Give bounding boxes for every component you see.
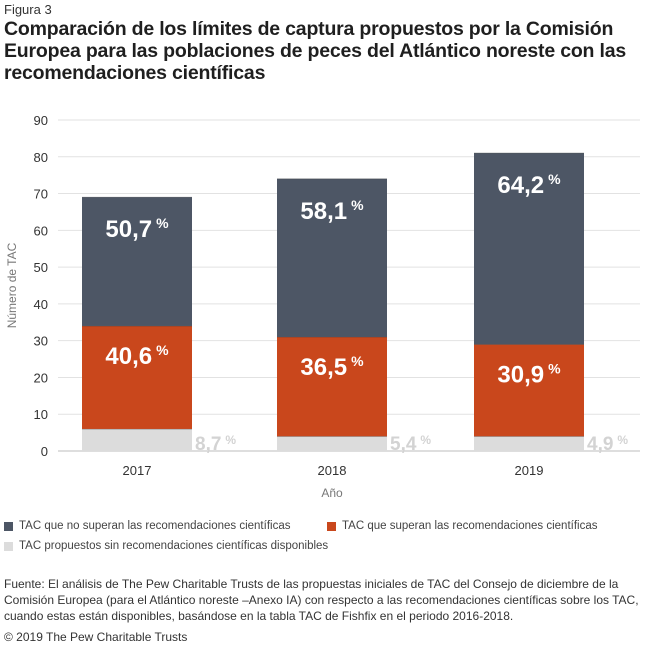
x-axis-label: Año xyxy=(321,486,343,500)
x-tick-label-2018: 2018 xyxy=(318,463,347,478)
stacked-bar-chart: 0 10 20 30 40 50 60 70 80 90 Número de TAC 8,7 % 40,6… xyxy=(5,113,640,500)
legend-label-not-exceed: TAC que no superan las recomendaciones c… xyxy=(19,520,291,532)
data-label-no_advice-2018: 5,4% xyxy=(390,433,431,455)
legend-item-not-exceed: TAC que no superan las recomendaciones c… xyxy=(4,520,290,532)
y-tick-label: 0 xyxy=(41,444,48,459)
data-label-exceed-2019: 30,9% xyxy=(497,360,561,388)
legend-label-exceed: TAC que superan las recomendaciones cien… xyxy=(342,520,598,532)
copyright: © 2019 The Pew Charitable Trusts xyxy=(4,630,188,644)
legend-swatch-exceed xyxy=(327,521,336,531)
bar-no_advice-2019 xyxy=(474,436,584,451)
data-label-exceed-2018: 36,5% xyxy=(300,353,364,381)
y-axis-label: Número de TAC xyxy=(5,242,19,328)
figure-label: Figura 3 xyxy=(4,2,52,17)
data-label-exceed-2017: 40,6% xyxy=(105,342,169,370)
legend-item-no-advice: TAC propuestos sin recomendaciones cient… xyxy=(4,540,328,552)
y-tick-label: 50 xyxy=(34,260,48,275)
data-label-no_advice-2019: 4,9% xyxy=(587,433,628,455)
bar-exceed_not-2018 xyxy=(277,178,387,337)
bar-no_advice-2017 xyxy=(82,428,192,451)
y-tick-label: 70 xyxy=(34,187,48,202)
legend-swatch-no-advice xyxy=(4,541,13,551)
bar-no_advice-2018 xyxy=(277,436,387,451)
x-tick-label-2017: 2017 xyxy=(123,463,152,478)
bar-exceed-2019 xyxy=(474,344,584,437)
bar-exceed-2017 xyxy=(82,325,192,429)
legend-swatch-not-exceed xyxy=(4,521,13,531)
data-label-no_advice-2017: 8,7% xyxy=(195,433,236,455)
y-tick-label: 10 xyxy=(34,407,48,422)
y-tick-label: 20 xyxy=(34,370,48,385)
legend-item-exceed: TAC que superan las recomendaciones cien… xyxy=(327,520,597,532)
data-label-exceed_not-2019: 64,2% xyxy=(497,171,561,199)
y-tick-label: 60 xyxy=(34,223,48,238)
data-label-exceed_not-2017: 50,7% xyxy=(105,215,169,243)
data-label-exceed_not-2018: 58,1% xyxy=(300,197,364,225)
x-tick-label-2019: 2019 xyxy=(515,463,544,478)
y-tick-label: 90 xyxy=(34,113,48,128)
chart-title: Comparación de los límites de captura pr… xyxy=(4,18,626,84)
bar-exceed_not-2017 xyxy=(82,197,192,326)
y-tick-label: 30 xyxy=(34,334,48,349)
legend-label-no-advice: TAC propuestos sin recomendaciones cient… xyxy=(19,540,329,552)
bar-exceed-2018 xyxy=(277,336,387,437)
y-tick-label: 80 xyxy=(34,150,48,165)
y-tick-label: 40 xyxy=(34,297,48,312)
source-note: Fuente: El análisis de The Pew Charitabl… xyxy=(4,577,639,623)
bar-exceed_not-2019 xyxy=(474,153,584,345)
